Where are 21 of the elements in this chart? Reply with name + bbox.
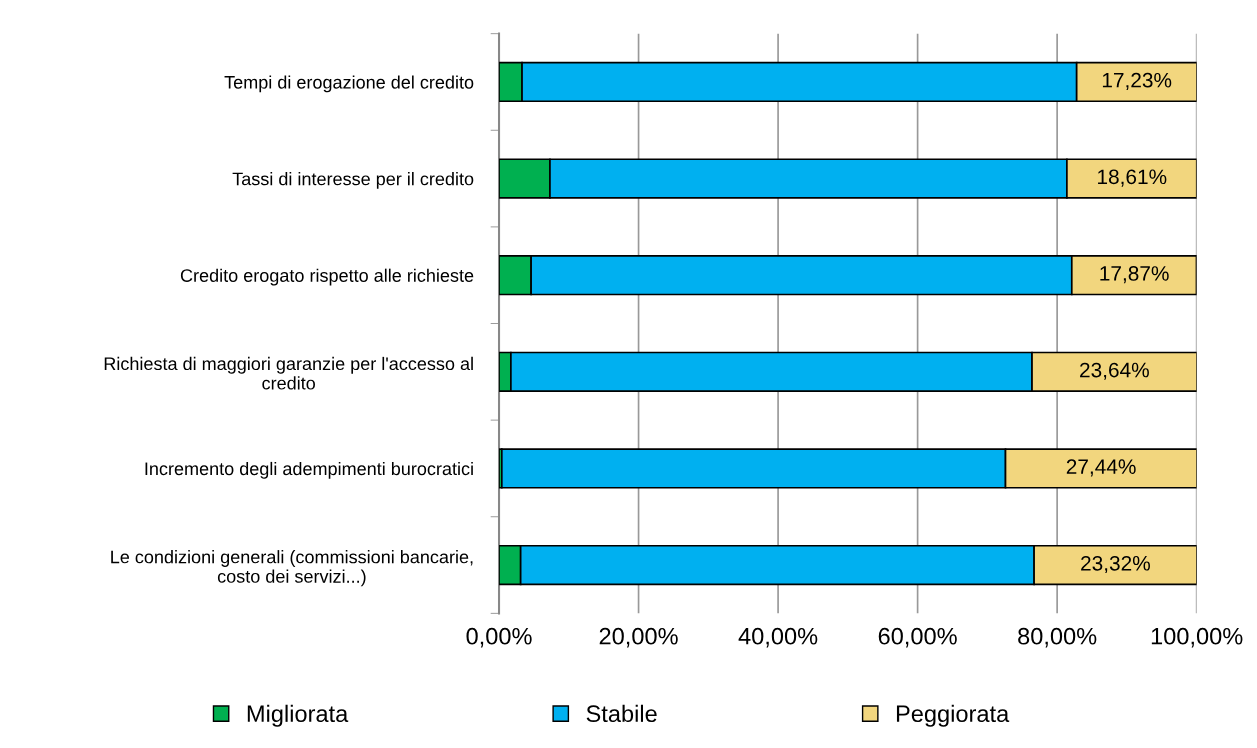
legend-label: Peggiorata [896,704,1010,727]
y-tick-label: Richiesta di maggiori garanzie per l'accesso al credito [104,356,473,390]
legend-label: Stabile [586,704,657,723]
x-tick-label: 40,00% [738,627,818,648]
x-tick-label: 20,00% [599,627,678,648]
y-tick-label: Tempi di erogazione del credito [224,75,474,93]
data-label: 18,61% [1098,169,1167,187]
y-tick-label: Le condizioni generali (commissioni bancarie, costo dei servizi...) [111,550,473,587]
legend-label: Migliorata [247,704,349,727]
data-label: 23,32% [1081,555,1150,574]
x-tick-label: 0,00% [466,627,532,648]
x-tick-label: 100,00% [1151,627,1243,648]
data-label: 17,87% [1100,266,1169,284]
data-label: 23,64% [1080,362,1149,380]
y-tick-label: Incremento degli adempimenti burocratici [145,461,473,479]
y-tick-label: Tassi di interesse per il credito [232,172,474,189]
data-label: 27,44% [1066,459,1136,477]
x-tick-label: 60,00% [878,627,957,648]
data-label: 17,23% [1102,72,1172,91]
x-tick-label: 80,00% [1018,627,1097,648]
y-tick-label: Credito erogato rispetto alle richieste [180,268,474,286]
